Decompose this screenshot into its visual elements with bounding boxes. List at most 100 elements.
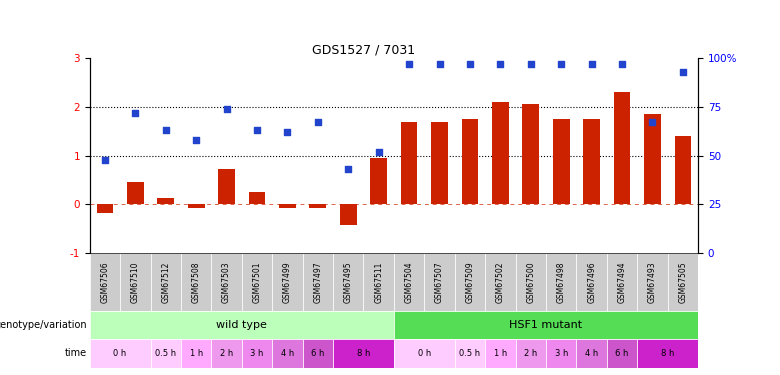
Text: time: time: [65, 348, 87, 358]
Text: 1 h: 1 h: [494, 349, 507, 358]
Text: 1 h: 1 h: [190, 349, 203, 358]
Bar: [249, 192, 265, 204]
Text: GSM67498: GSM67498: [557, 261, 566, 303]
Point: [646, 120, 658, 126]
Text: 3 h: 3 h: [555, 349, 568, 358]
Bar: [516, 339, 546, 368]
Bar: [279, 204, 296, 208]
Bar: [614, 92, 630, 204]
Bar: [127, 183, 144, 204]
Point: [463, 61, 476, 67]
Bar: [90, 311, 394, 339]
Point: [615, 61, 628, 67]
Bar: [90, 339, 151, 368]
Text: 3 h: 3 h: [250, 349, 264, 358]
Bar: [151, 253, 181, 311]
Bar: [485, 339, 516, 368]
Bar: [607, 339, 637, 368]
Text: 4 h: 4 h: [585, 349, 598, 358]
Text: 4 h: 4 h: [281, 349, 294, 358]
Bar: [181, 253, 211, 311]
Bar: [583, 119, 600, 204]
Text: GSM67500: GSM67500: [526, 261, 535, 303]
Text: 8 h: 8 h: [661, 349, 675, 358]
Point: [159, 127, 172, 133]
Bar: [310, 204, 326, 208]
Bar: [455, 339, 485, 368]
Text: 6 h: 6 h: [615, 349, 629, 358]
Bar: [158, 198, 174, 204]
Text: 2 h: 2 h: [220, 349, 233, 358]
Bar: [675, 136, 691, 204]
Text: GSM67497: GSM67497: [314, 261, 322, 303]
Bar: [363, 253, 394, 311]
Text: GSM67504: GSM67504: [405, 261, 413, 303]
Bar: [120, 253, 151, 311]
Text: GSM67507: GSM67507: [435, 261, 444, 303]
Title: GDS1527 / 7031: GDS1527 / 7031: [312, 44, 415, 57]
Text: 2 h: 2 h: [524, 349, 537, 358]
Text: GSM67495: GSM67495: [344, 261, 353, 303]
Bar: [188, 204, 204, 208]
Point: [676, 69, 689, 75]
Bar: [303, 253, 333, 311]
Text: GSM67503: GSM67503: [222, 261, 231, 303]
Text: GSM67494: GSM67494: [618, 261, 626, 303]
Bar: [455, 253, 485, 311]
Text: GSM67505: GSM67505: [679, 261, 687, 303]
Bar: [242, 253, 272, 311]
Bar: [90, 253, 120, 311]
Bar: [553, 119, 569, 204]
Bar: [370, 158, 387, 204]
Bar: [644, 114, 661, 204]
Bar: [242, 339, 272, 368]
Text: 0.5 h: 0.5 h: [459, 349, 480, 358]
Bar: [401, 122, 417, 204]
Bar: [492, 102, 509, 204]
Bar: [303, 339, 333, 368]
Point: [524, 61, 537, 67]
Bar: [516, 253, 546, 311]
Bar: [424, 253, 455, 311]
Bar: [218, 169, 235, 204]
Point: [129, 110, 142, 116]
Bar: [333, 339, 394, 368]
Text: GSM67512: GSM67512: [161, 261, 170, 303]
Bar: [485, 253, 516, 311]
Bar: [181, 339, 211, 368]
Text: wild type: wild type: [216, 320, 268, 330]
Bar: [576, 253, 607, 311]
Bar: [637, 339, 698, 368]
Bar: [576, 339, 607, 368]
Bar: [272, 253, 303, 311]
Text: 0.5 h: 0.5 h: [155, 349, 176, 358]
Text: GSM67510: GSM67510: [131, 261, 140, 303]
Bar: [394, 311, 698, 339]
Bar: [333, 253, 363, 311]
Point: [372, 149, 385, 155]
Point: [311, 120, 324, 126]
Bar: [151, 339, 181, 368]
Bar: [340, 204, 356, 225]
Text: GSM67493: GSM67493: [648, 261, 657, 303]
Text: GSM67506: GSM67506: [101, 261, 109, 303]
Point: [434, 61, 446, 67]
Bar: [546, 339, 576, 368]
Bar: [394, 253, 424, 311]
Bar: [272, 339, 303, 368]
Point: [402, 61, 415, 67]
Bar: [211, 339, 242, 368]
Bar: [462, 119, 478, 204]
Text: 6 h: 6 h: [311, 349, 324, 358]
Bar: [523, 104, 539, 204]
Point: [281, 129, 293, 135]
Bar: [97, 204, 113, 213]
Point: [190, 137, 203, 143]
Text: GSM67499: GSM67499: [283, 261, 292, 303]
Bar: [637, 253, 668, 311]
Text: genotype/variation: genotype/variation: [0, 320, 87, 330]
Bar: [394, 339, 455, 368]
Text: 8 h: 8 h: [356, 349, 370, 358]
Bar: [211, 253, 242, 311]
Text: GSM67502: GSM67502: [496, 261, 505, 303]
